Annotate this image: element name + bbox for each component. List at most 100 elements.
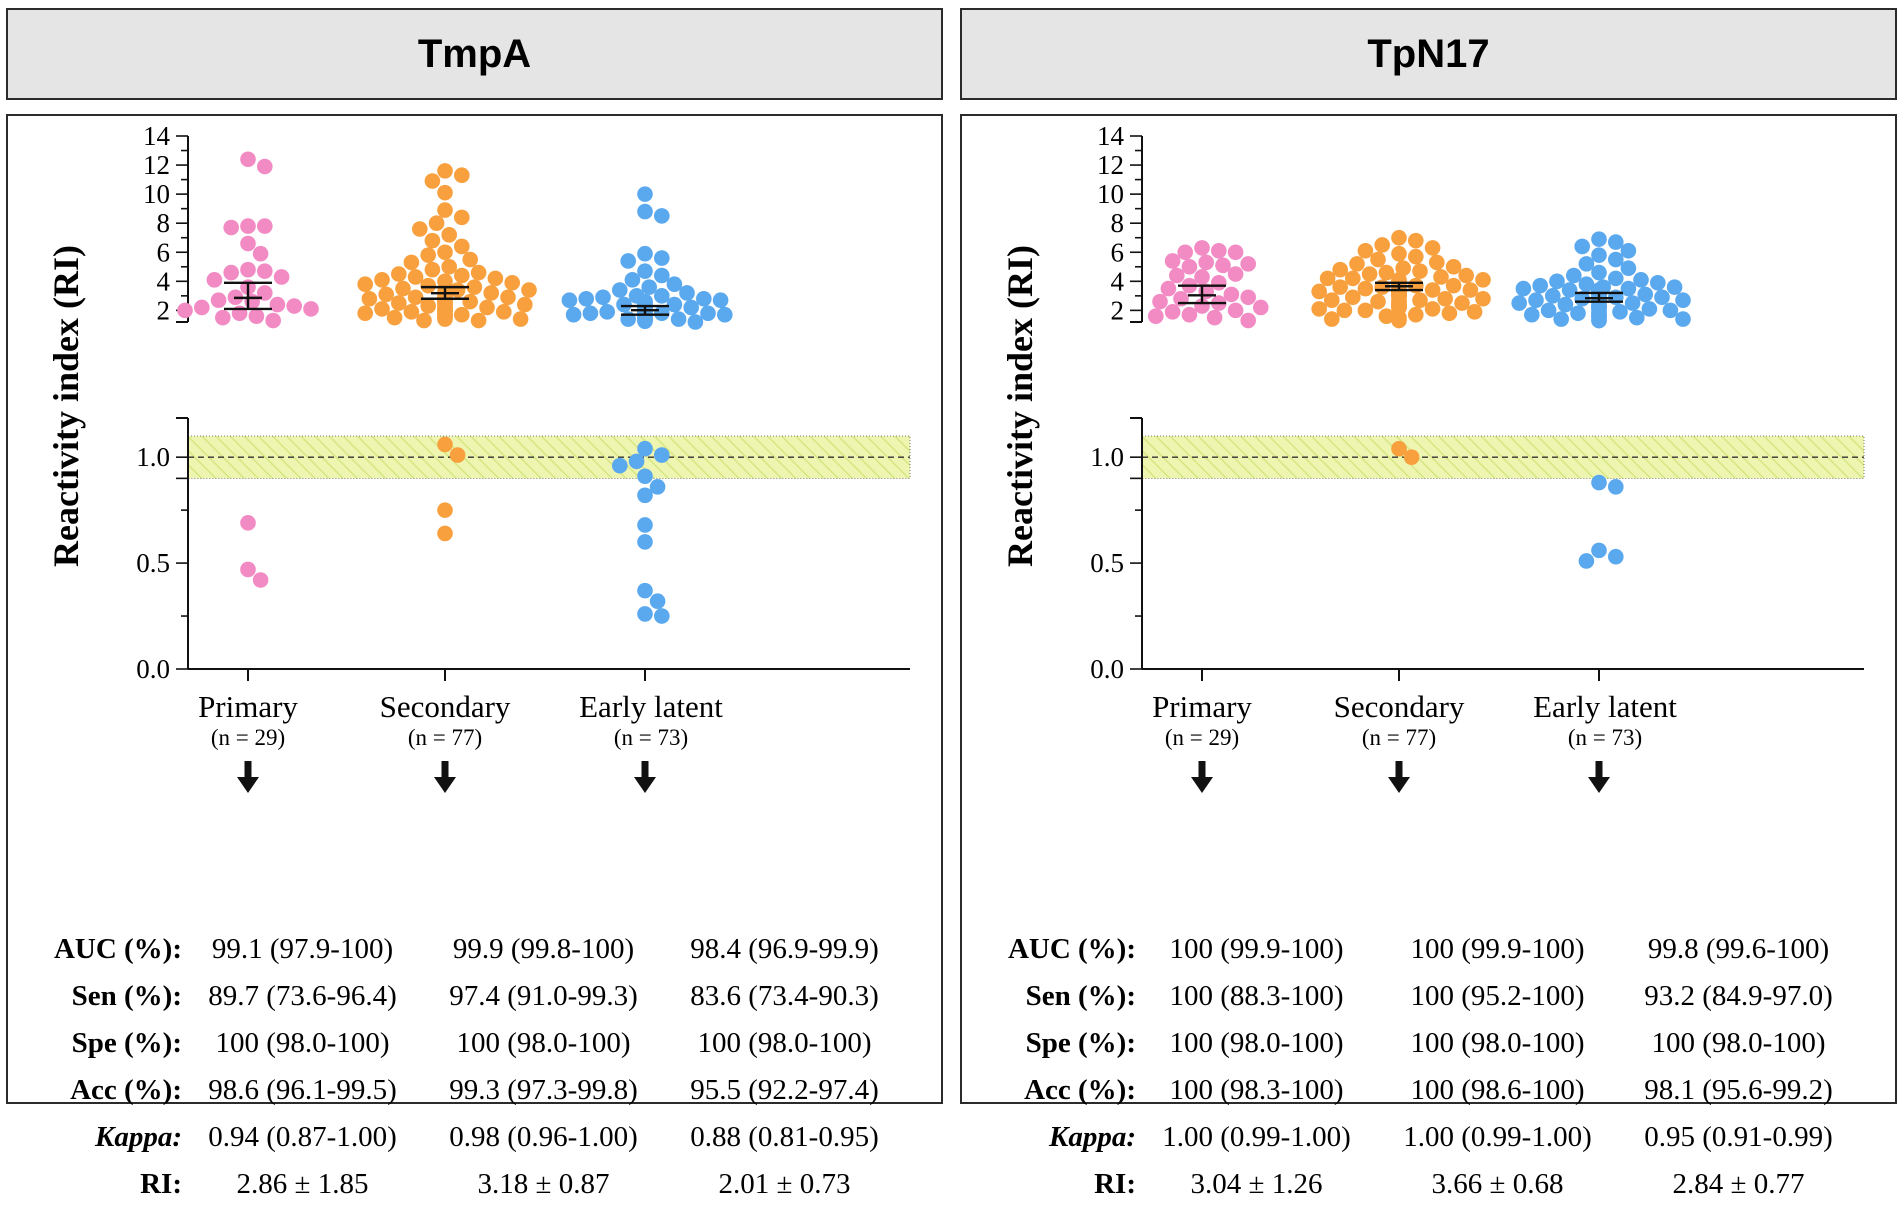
data-point	[1608, 251, 1624, 268]
arrow-down-icon	[237, 777, 259, 793]
data-point	[500, 289, 516, 306]
y-tick-label-upper: 2	[1111, 295, 1125, 325]
data-point	[244, 293, 260, 310]
y-axis-label: Reactivity index (RI)	[1000, 245, 1040, 567]
metric-label: Spe (%):	[71, 1027, 182, 1059]
data-point	[1591, 542, 1607, 559]
y-tick-label-upper: 4	[1111, 266, 1125, 296]
data-point	[1441, 305, 1458, 322]
data-point	[1227, 302, 1244, 319]
data-point	[717, 306, 733, 323]
arrow-down-icon	[244, 761, 252, 779]
x-category-count: (n = 29)	[1165, 725, 1239, 750]
data-point	[654, 208, 670, 224]
y-tick-label-upper: 6	[1111, 237, 1125, 267]
data-point	[1654, 289, 1670, 306]
data-point	[1227, 266, 1244, 282]
data-point	[437, 502, 453, 518]
y-tick-label-upper: 12	[143, 150, 170, 180]
data-point	[517, 296, 533, 313]
x-category-label: Secondary	[380, 689, 511, 724]
y-tick-label-upper: 6	[157, 237, 171, 267]
arrow-down-icon	[1595, 761, 1603, 779]
data-point	[1650, 274, 1666, 291]
data-point	[1391, 245, 1407, 262]
data-point	[1578, 553, 1595, 569]
data-point	[269, 296, 286, 313]
y-tick-label-upper: 12	[1097, 150, 1124, 180]
data-point	[637, 186, 653, 202]
data-point	[1424, 240, 1441, 256]
data-point	[1357, 280, 1374, 297]
metric-value: 0.94 (0.87-1.00)	[208, 1121, 397, 1153]
data-point	[240, 261, 256, 278]
panel-header-tmpa: TmpA	[6, 8, 943, 100]
data-point	[420, 247, 437, 263]
data-point	[1608, 479, 1624, 495]
data-point	[487, 270, 504, 287]
metric-value: 100 (98.3-100)	[1169, 1074, 1344, 1106]
data-point	[1545, 288, 1561, 304]
data-point	[1357, 302, 1374, 319]
metric-value: 3.18 ± 0.87	[477, 1168, 610, 1200]
x-category-count: (n = 73)	[614, 725, 688, 750]
data-point	[1194, 269, 1210, 285]
metric-label: Kappa:	[1049, 1121, 1136, 1153]
data-point	[466, 279, 483, 295]
data-point	[1574, 238, 1590, 255]
data-point	[407, 289, 424, 306]
data-point	[437, 202, 453, 218]
data-point	[1240, 289, 1256, 306]
data-point	[654, 250, 670, 266]
metric-row: Acc (%): 100 (98.3-100) 100 (98.6-100) 98.1…	[978, 1067, 1878, 1114]
metric-value: 100 (99.9-100)	[1410, 933, 1585, 965]
data-point	[240, 515, 256, 531]
metric-value: 100 (95.2-100)	[1410, 980, 1585, 1012]
data-point	[361, 290, 378, 307]
metric-value: 3.04 ± 1.26	[1190, 1168, 1323, 1200]
metric-row: Kappa: 1.00 (0.99-1.00) 1.00 (0.99-1.00) 0.…	[978, 1114, 1878, 1161]
metric-row: Spe (%): 100 (98.0-100) 100 (98.0-100) 100 …	[978, 1020, 1878, 1067]
data-point	[240, 151, 256, 168]
data-point	[1370, 293, 1386, 310]
data-point	[252, 572, 269, 588]
metric-value: 100 (98.0-100)	[215, 1027, 390, 1059]
data-point	[712, 292, 729, 309]
arrow-down-icon	[441, 761, 449, 779]
panel-tpn17: 2 4 6 8 10 12 14 0.0 0.5 1.0 Reactivity index (RI)…	[960, 114, 1897, 1200]
metric-value: 89.7 (73.6-96.4)	[208, 980, 397, 1012]
data-point	[1357, 242, 1374, 259]
data-point	[1378, 308, 1395, 324]
data-point	[649, 479, 666, 495]
data-point	[1370, 251, 1386, 268]
panel-title: TmpA	[417, 31, 532, 76]
data-point	[428, 215, 445, 231]
metric-value: 1.00 (0.99-1.00)	[1403, 1121, 1592, 1153]
data-point	[252, 245, 269, 262]
x-category-count: (n = 77)	[1362, 725, 1436, 750]
data-point	[1211, 274, 1227, 291]
data-point	[215, 309, 231, 326]
data-point	[1591, 264, 1607, 281]
data-point	[424, 261, 441, 278]
y-tick-label-upper: 8	[157, 208, 171, 238]
metric-value: 98.1 (95.6-99.2)	[1644, 1074, 1833, 1106]
data-point	[1424, 282, 1441, 298]
data-point	[1511, 295, 1527, 311]
data-point	[1374, 237, 1390, 253]
data-point	[1429, 254, 1445, 271]
data-point	[565, 306, 582, 323]
data-point	[454, 267, 470, 284]
data-point	[303, 301, 319, 317]
data-point	[1637, 286, 1653, 303]
data-point	[1148, 308, 1164, 324]
data-point	[378, 286, 395, 303]
data-point	[1591, 474, 1607, 491]
data-point	[437, 184, 453, 201]
data-point	[257, 158, 273, 175]
metric-value: 2.84 ± 0.77	[1672, 1168, 1805, 1200]
data-point	[1662, 302, 1679, 319]
metric-row: Kappa: 0.94 (0.87-1.00) 0.98 (0.96-1.00) 0.…	[24, 1114, 924, 1161]
data-point	[403, 304, 420, 320]
